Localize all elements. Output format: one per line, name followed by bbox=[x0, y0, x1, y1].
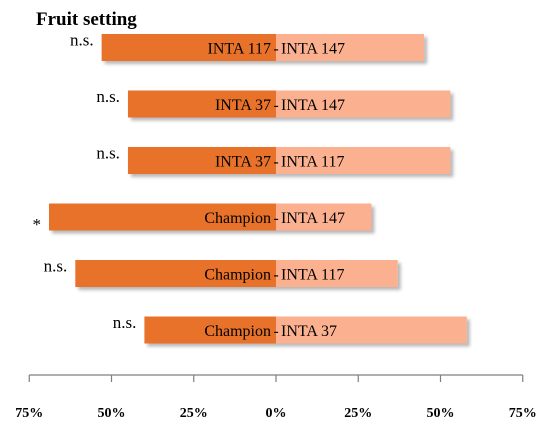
bar-separator: - bbox=[273, 41, 278, 58]
bar-left bbox=[127, 90, 276, 118]
bar-right bbox=[276, 260, 398, 287]
bar-left-label: Champion bbox=[204, 323, 271, 340]
bar-left bbox=[75, 260, 276, 287]
bar-row bbox=[127, 90, 451, 118]
x-tick-label: 25% bbox=[180, 406, 208, 421]
bar-left-label: INTA 117 bbox=[208, 41, 271, 58]
x-tick-label: 50% bbox=[98, 406, 126, 421]
bar-right-label: INTA 147 bbox=[281, 41, 345, 58]
bar-separator: - bbox=[273, 154, 278, 171]
x-tick-label: 50% bbox=[427, 406, 455, 421]
bar-separator: - bbox=[273, 267, 278, 284]
significance-label: n.s. bbox=[44, 257, 68, 276]
bar-right bbox=[276, 203, 372, 231]
bar-left bbox=[127, 147, 276, 174]
bar-left bbox=[101, 34, 276, 61]
bar-separator: - bbox=[273, 97, 278, 114]
x-tick-label: 75% bbox=[509, 406, 537, 421]
bar-right-label: INTA 117 bbox=[281, 267, 344, 284]
bar-separator: - bbox=[273, 210, 278, 227]
significance-label: * bbox=[32, 215, 41, 234]
bar-separator: - bbox=[273, 323, 278, 340]
bar-left bbox=[144, 316, 276, 344]
bar-right-label: INTA 117 bbox=[281, 154, 344, 171]
bar-left-label: INTA 37 bbox=[215, 154, 271, 171]
significance-label: n.s. bbox=[113, 313, 137, 332]
x-tick-label: 75% bbox=[15, 406, 43, 421]
bar-right-label: INTA 147 bbox=[281, 97, 345, 114]
bar-right bbox=[276, 316, 467, 344]
bar-left-label: Champion bbox=[204, 210, 271, 227]
bar-left-label: Champion bbox=[204, 267, 271, 284]
bar-row bbox=[144, 316, 467, 344]
bar-row bbox=[127, 147, 451, 174]
significance-label: n.s. bbox=[96, 87, 120, 106]
bar-right bbox=[276, 34, 425, 61]
x-axis: 75% 50% 25% 0% 25% 50% 75% bbox=[15, 374, 537, 421]
significance-label: n.s. bbox=[70, 31, 94, 50]
bar-right bbox=[276, 90, 451, 118]
bar-right-label: INTA 147 bbox=[281, 210, 345, 227]
bar-row bbox=[75, 260, 398, 287]
bar-row bbox=[48, 203, 372, 231]
significance-label: n.s. bbox=[96, 144, 120, 163]
x-tick-label: 0% bbox=[266, 406, 287, 421]
bar-right bbox=[276, 147, 451, 174]
bar-row bbox=[101, 34, 425, 61]
bar-left-label: INTA 37 bbox=[215, 97, 271, 114]
chart-title: Fruit setting bbox=[36, 9, 137, 30]
bar-right-label: INTA 37 bbox=[281, 323, 337, 340]
x-tick-label: 25% bbox=[344, 406, 372, 421]
bar-left bbox=[48, 203, 276, 231]
